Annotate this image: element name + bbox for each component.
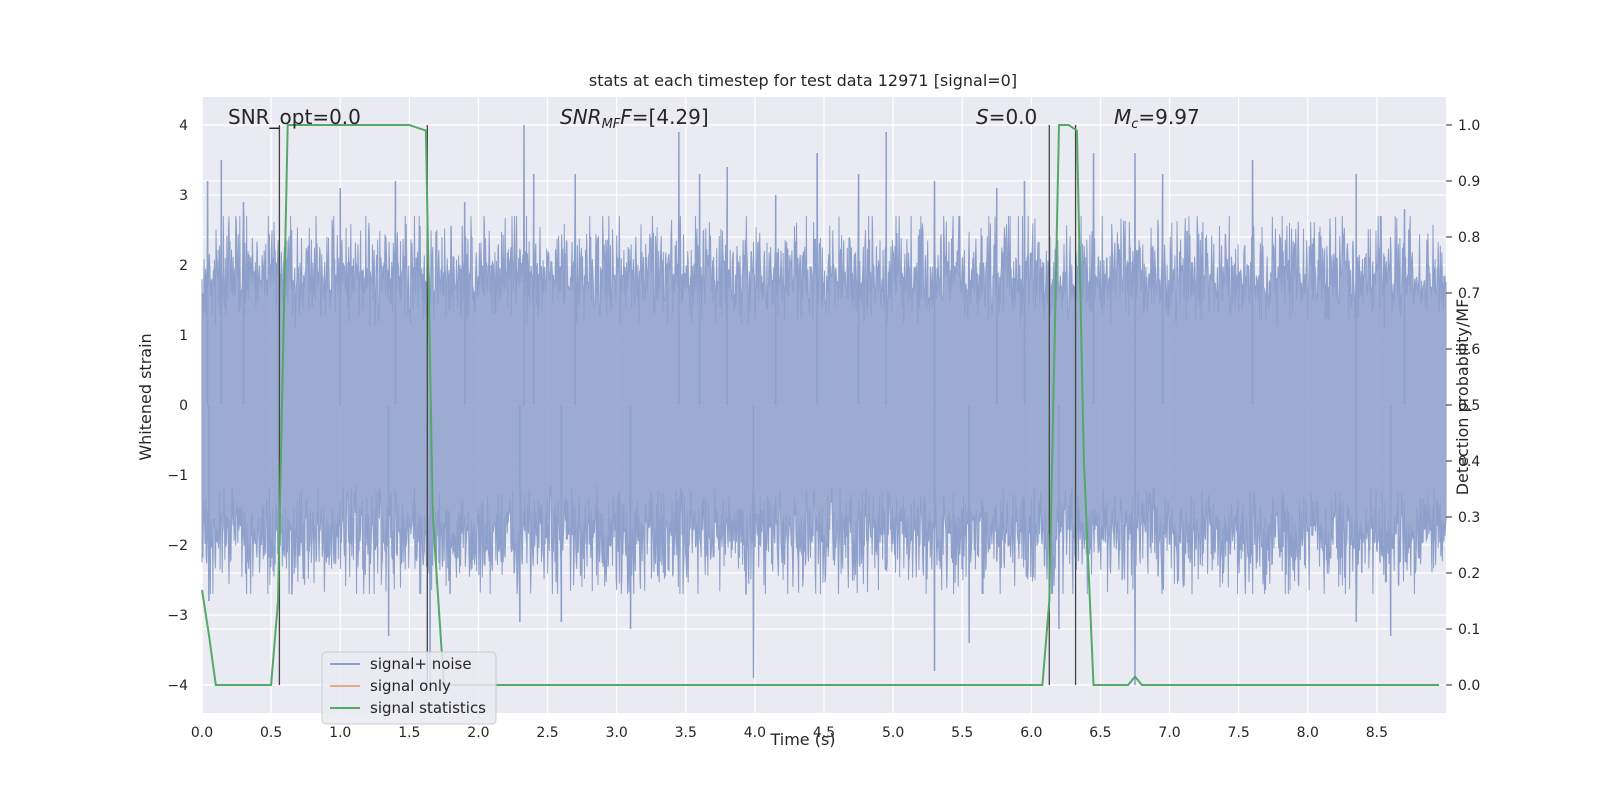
annotation-snr-opt: SNR_opt=0.0 xyxy=(228,105,361,129)
y-left-tick-label-1: −3 xyxy=(167,608,188,624)
y-right-tick-label-1: 0.1 xyxy=(1458,622,1480,638)
legend-label-statistics: signal statistics xyxy=(370,699,486,717)
y-right-tick-label-9: 0.9 xyxy=(1458,174,1480,190)
x-tick-label-5: 2.5 xyxy=(536,725,558,741)
y-left-tick-label-2: −2 xyxy=(167,538,188,554)
x-tick-label-6: 3.0 xyxy=(606,725,628,741)
x-tick-label-3: 1.5 xyxy=(398,725,420,741)
y-left-tick-label-8: 4 xyxy=(179,118,188,134)
y-right-tick-label-7: 0.7 xyxy=(1458,286,1480,302)
x-tick-label-7: 3.5 xyxy=(675,725,697,741)
annotation-snr-mf-sub: MF xyxy=(602,117,621,132)
y-right-tick-label-6: 0.6 xyxy=(1458,342,1480,358)
signal-statistics-line xyxy=(201,124,1440,686)
annotation-snr-mf-value: =[4.29] xyxy=(632,105,709,129)
y-right-tick-label-3: 0.3 xyxy=(1458,510,1480,526)
x-tick-label-16: 8.0 xyxy=(1297,725,1319,741)
annotation-s: S=0.0 xyxy=(976,105,1037,129)
y-right-axis-ticks: 0.0 0.1 0.2 0.3 0.4 0.5 0.6 0.7 0.8 0.9 1.0 xyxy=(1446,118,1480,694)
y-left-axis-ticks: −4 −3 −2 −1 0 1 2 3 4 xyxy=(167,118,188,694)
y-right-tick-label-2: 0.2 xyxy=(1458,566,1480,582)
annotation-snr-mf-f: F xyxy=(620,105,632,129)
x-axis-label: Time (s) xyxy=(769,730,835,749)
annotation-mc: Mc=9.97 xyxy=(1114,105,1200,132)
y-right-tick-label-4: 0.4 xyxy=(1458,454,1480,470)
annotation-mc-sub: c xyxy=(1131,117,1138,132)
y-left-axis-label: Whitened strain xyxy=(136,333,155,460)
y-left-tick-label-5: 1 xyxy=(179,328,188,344)
annotation-s-value: =0.0 xyxy=(989,105,1038,129)
y-left-tick-label-3: −1 xyxy=(167,468,188,484)
y-right-tick-label-5: 0.5 xyxy=(1458,398,1480,414)
annotation-mc-name: M xyxy=(1114,105,1131,129)
legend-label-signal-only: signal only xyxy=(370,677,451,695)
x-tick-label-8: 4.0 xyxy=(744,725,766,741)
x-tick-label-4: 2.0 xyxy=(467,725,489,741)
legend: signal+ noise signal only signal statist… xyxy=(321,651,497,725)
chart-title: stats at each timestep for test data 129… xyxy=(589,71,1017,90)
y-right-tick-label-0: 0.0 xyxy=(1458,678,1480,694)
x-axis-ticks: 0.0 0.5 1.0 1.5 2.0 2.5 3.0 3.5 4.0 4.5 5.0 5.5 6.0 6… xyxy=(191,725,1388,741)
x-tick-label-2: 1.0 xyxy=(329,725,351,741)
y-right-tick-label-8: 0.8 xyxy=(1458,230,1480,246)
legend-box xyxy=(321,651,497,725)
x-tick-label-17: 8.5 xyxy=(1366,725,1388,741)
annotation-mc-value: =9.97 xyxy=(1138,105,1199,129)
x-tick-label-14: 7.0 xyxy=(1158,725,1180,741)
x-tick-label-9: 4.5 xyxy=(813,725,835,741)
annotation-snr-mf-name: SNR xyxy=(560,105,602,129)
x-tick-label-15: 7.5 xyxy=(1228,725,1250,741)
x-tick-label-13: 6.5 xyxy=(1089,725,1111,741)
annotation-s-name: S xyxy=(976,105,989,129)
y-right-axis-label: Detection probability/MF xyxy=(1453,299,1472,496)
signal-statistics-series xyxy=(201,124,1440,686)
x-tick-label-10: 5.0 xyxy=(882,725,904,741)
y-left-tick-label-6: 2 xyxy=(179,258,188,274)
y-left-tick-label-0: −4 xyxy=(167,678,188,694)
y-left-tick-label-4: 0 xyxy=(179,398,188,414)
y-left-tick-label-7: 3 xyxy=(179,188,188,204)
x-tick-label-12: 6.0 xyxy=(1020,725,1042,741)
x-tick-label-1: 0.5 xyxy=(260,725,282,741)
legend-label-noise: signal+ noise xyxy=(370,655,472,673)
annotation-snr-mf: SNRMFF=[4.29] xyxy=(560,105,709,132)
x-tick-label-0: 0.0 xyxy=(191,725,213,741)
noise-series xyxy=(201,124,1447,686)
x-tick-label-11: 5.5 xyxy=(951,725,973,741)
y-right-tick-label-10: 1.0 xyxy=(1458,118,1480,134)
